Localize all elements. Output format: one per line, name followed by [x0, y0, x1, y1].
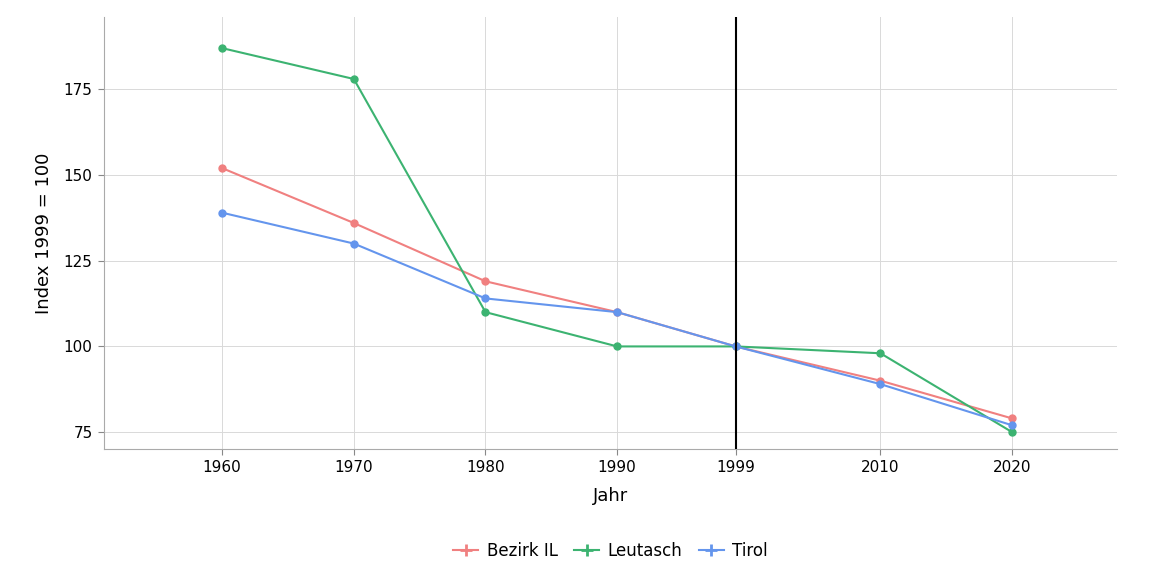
Bezirk IL: [347, 219, 361, 226]
Tirol: [611, 309, 624, 316]
Leutasch: [215, 45, 229, 52]
Tirol: [873, 381, 887, 388]
Leutasch: [873, 350, 887, 357]
Bezirk IL: [215, 165, 229, 172]
Line: Bezirk IL: Bezirk IL: [219, 165, 1016, 422]
Legend: Bezirk IL, Leutasch, Tirol: Bezirk IL, Leutasch, Tirol: [447, 535, 774, 567]
Tirol: [1006, 422, 1020, 429]
Tirol: [729, 343, 743, 350]
Leutasch: [729, 343, 743, 350]
Bezirk IL: [1006, 415, 1020, 422]
Y-axis label: Index 1999 = 100: Index 1999 = 100: [35, 153, 53, 314]
X-axis label: Jahr: Jahr: [593, 487, 628, 505]
Leutasch: [611, 343, 624, 350]
Tirol: [347, 240, 361, 247]
Tirol: [478, 295, 492, 302]
Bezirk IL: [478, 278, 492, 285]
Leutasch: [478, 309, 492, 316]
Line: Leutasch: Leutasch: [219, 45, 1016, 435]
Bezirk IL: [729, 343, 743, 350]
Leutasch: [1006, 429, 1020, 435]
Bezirk IL: [611, 309, 624, 316]
Tirol: [215, 209, 229, 216]
Leutasch: [347, 75, 361, 82]
Bezirk IL: [873, 377, 887, 384]
Line: Tirol: Tirol: [219, 209, 1016, 429]
